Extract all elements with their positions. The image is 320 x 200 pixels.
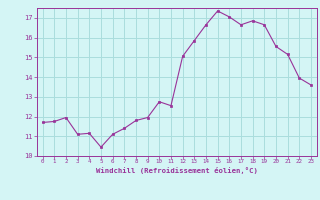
X-axis label: Windchill (Refroidissement éolien,°C): Windchill (Refroidissement éolien,°C) xyxy=(96,167,258,174)
